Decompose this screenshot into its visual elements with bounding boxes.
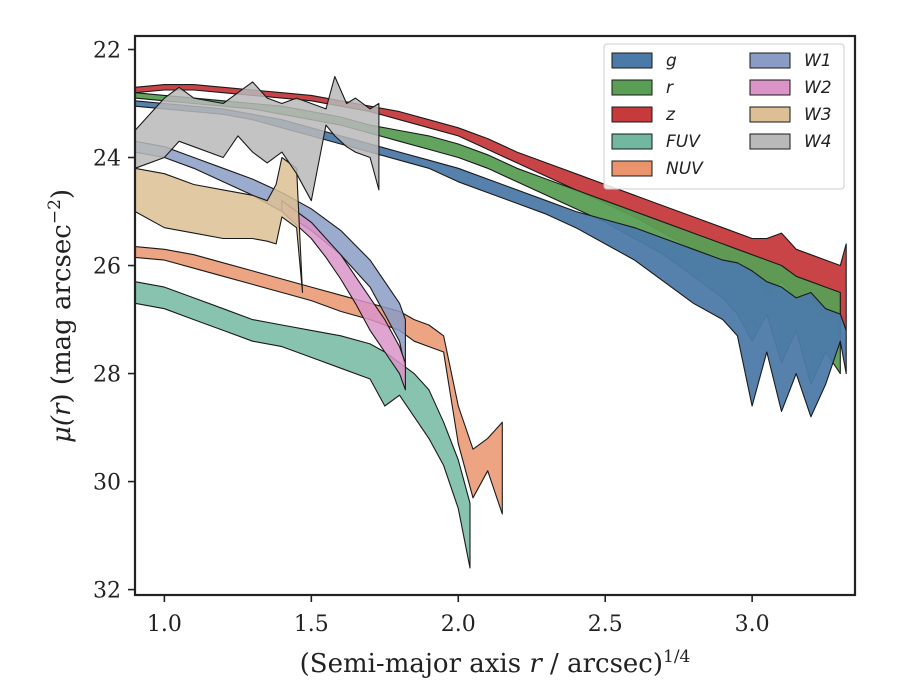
legend-item-w4: W4 [749,132,832,152]
legend-swatch [749,79,791,96]
x-tick-label: 2.0 [441,612,476,637]
x-tick-label: 2.5 [588,612,623,637]
legend-item-g: g [611,51,677,71]
legend-swatch [611,79,653,96]
y-tick-label: 24 [93,147,121,172]
x-tick-label: 1.0 [147,612,182,637]
legend-swatch [749,106,791,123]
legend: grz FUV NUV W1 W2 W3 W4 [603,43,845,190]
legend-label: NUV [666,159,704,179]
legend-label: W3 [804,105,832,125]
legend-label: FUV [666,132,701,152]
band-w4 [134,75,380,202]
legend-item-nuv: NUV [611,159,704,179]
legend-label: z [665,105,676,125]
y-tick-label: 32 [93,579,121,604]
y-tick-label: 26 [93,255,121,280]
legend-item-w1: W1 [749,51,832,71]
x-axis-ticks: 1.0 1.5 2.0 2.5 3.0 [147,595,770,637]
y-tick-label: 30 [93,471,121,496]
legend-swatch [611,160,653,177]
legend-item-w3: W3 [749,105,832,125]
y-tick-label: 22 [93,39,121,64]
legend-label: W2 [804,78,832,98]
legend-label: W1 [804,51,832,71]
legend-label: W4 [804,132,832,152]
plot-frame [133,34,857,597]
legend-swatch [611,106,653,123]
legend-label: r [666,78,674,98]
y-axis-ticks: 22 24 26 28 30 32 [93,39,135,604]
x-tick-label: 3.0 [735,612,770,637]
legend-swatch [749,133,791,150]
legend-label: g [666,51,677,71]
legend-item-fuv: FUV [611,132,701,152]
x-tick-label: 1.5 [294,612,329,637]
legend-item-r: r [611,78,674,98]
band-g [134,100,847,418]
legend-swatch [611,133,653,150]
band-w3 [134,156,304,294]
series-bands [134,75,847,569]
legend-item-w2: W2 [749,78,832,98]
legend-swatch [749,52,791,69]
legend-swatch [611,52,653,69]
legend-item-z: z [611,105,676,125]
y-axis-label: μ(r) (mag arcsec−2) [45,189,77,443]
x-axis-label: (Semi-major axis r / arcsec)1/4 [300,647,691,679]
band-r [134,92,841,385]
y-tick-label: 28 [93,363,121,388]
